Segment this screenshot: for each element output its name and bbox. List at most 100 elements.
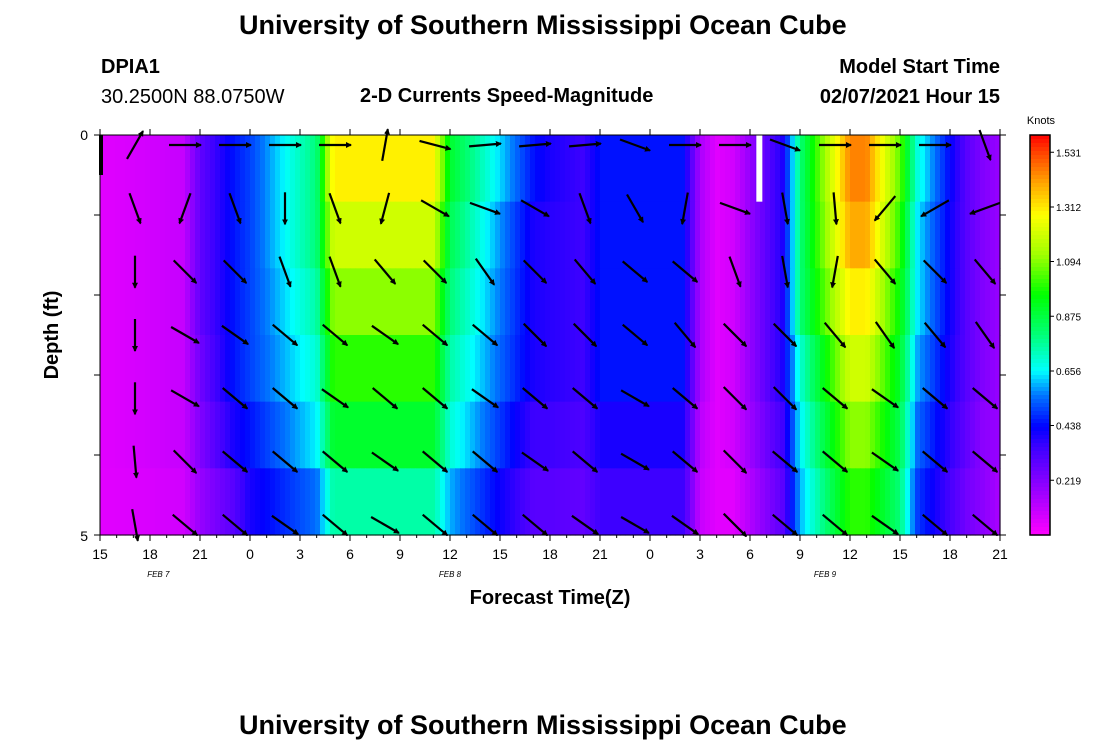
current-arrow xyxy=(379,192,391,225)
heat-cell xyxy=(180,401,186,469)
current-arrow xyxy=(471,450,499,473)
colorbar-swatch xyxy=(1030,495,1050,500)
heat-cell xyxy=(440,268,446,336)
heat-cell xyxy=(440,468,446,536)
heat-cell xyxy=(935,335,941,403)
heat-cell xyxy=(610,468,616,536)
heat-cell xyxy=(525,468,531,536)
heat-cell xyxy=(180,335,186,403)
heat-cell xyxy=(565,468,571,536)
colorbar-swatch xyxy=(1030,231,1050,236)
current-arrow xyxy=(620,452,650,471)
heat-cell xyxy=(205,201,211,269)
heat-cell xyxy=(205,401,211,469)
colorbar-swatch xyxy=(1030,387,1050,392)
current-arrow xyxy=(271,387,299,410)
heat-cell xyxy=(610,268,616,336)
heat-cell xyxy=(825,468,831,536)
heat-cell xyxy=(170,135,176,203)
heat-cell xyxy=(620,135,626,203)
heat-cell xyxy=(850,201,856,269)
heat-cell xyxy=(520,335,526,403)
heat-cell xyxy=(520,468,526,536)
heat-cell xyxy=(970,268,976,336)
heat-cell xyxy=(565,401,571,469)
heat-cell xyxy=(360,335,366,403)
heat-cell xyxy=(465,335,471,403)
colorbar-frame xyxy=(1029,134,1051,536)
current-arrow xyxy=(178,192,192,225)
current-arrow xyxy=(421,323,449,347)
current-arrow xyxy=(370,516,400,534)
heat-cell xyxy=(565,268,571,336)
current-arrow xyxy=(128,192,142,225)
colorbar-swatch xyxy=(1030,359,1050,364)
heat-cell xyxy=(150,201,156,269)
heat-cell xyxy=(195,201,201,269)
heat-cell xyxy=(385,401,391,469)
heat-cell xyxy=(465,201,471,269)
heat-cell xyxy=(720,401,726,469)
heat-cell xyxy=(770,135,776,203)
heat-cell xyxy=(515,468,521,536)
heat-cell xyxy=(905,401,911,469)
heat-cell xyxy=(660,201,666,269)
heat-cell xyxy=(460,268,466,336)
heat-cell xyxy=(675,135,681,203)
heat-cell xyxy=(380,401,386,469)
footer-title: University of Southern Mississippi Ocean… xyxy=(239,710,847,740)
current-arrow xyxy=(572,322,598,348)
heat-cell xyxy=(720,268,726,336)
current-arrow xyxy=(921,513,949,537)
heat-cell xyxy=(665,135,671,203)
heat-cell xyxy=(775,135,781,203)
heat-cell xyxy=(215,135,221,203)
heat-cell xyxy=(640,201,646,269)
heat-cell xyxy=(640,401,646,469)
heat-cell xyxy=(215,201,221,269)
heat-cell xyxy=(450,201,456,269)
heat-cell xyxy=(525,201,531,269)
heat-cell xyxy=(225,468,231,536)
heat-cell xyxy=(545,401,551,469)
colorbar-swatch xyxy=(1030,391,1050,396)
heat-cell xyxy=(640,135,646,203)
colorbar-swatch xyxy=(1030,279,1050,284)
heat-cell xyxy=(330,201,336,269)
heat-cell xyxy=(450,401,456,469)
heat-cell xyxy=(180,201,186,269)
colorbar-swatch xyxy=(1030,295,1050,300)
heat-cell xyxy=(420,401,426,469)
heat-cell xyxy=(410,135,416,203)
heat-cell xyxy=(110,401,116,469)
heat-cell xyxy=(480,401,486,469)
heat-cell xyxy=(360,268,366,336)
heat-cell xyxy=(965,468,971,536)
heat-cell xyxy=(130,135,136,203)
colorbar-swatch xyxy=(1030,223,1050,228)
heat-cell xyxy=(420,201,426,269)
heat-cell xyxy=(795,401,801,469)
heat-cell xyxy=(370,335,376,403)
heat-cell xyxy=(635,401,641,469)
x-tick-label: 9 xyxy=(796,546,804,562)
heat-cell xyxy=(795,268,801,336)
heat-cell xyxy=(800,335,806,403)
heat-cell xyxy=(355,201,361,269)
heat-cell xyxy=(745,468,751,536)
heat-cell xyxy=(940,335,946,403)
heat-cell xyxy=(515,201,521,269)
heat-cell xyxy=(185,268,191,336)
colorbar-swatch xyxy=(1030,243,1050,248)
current-arrow xyxy=(571,450,599,473)
heat-cell xyxy=(585,401,591,469)
heat-cell xyxy=(105,468,111,536)
heat-cell xyxy=(175,135,181,203)
heat-cell xyxy=(370,468,376,536)
heat-cell xyxy=(505,268,511,336)
colorbar-swatch xyxy=(1030,155,1050,160)
heat-cell xyxy=(820,201,826,269)
heat-cell xyxy=(830,201,836,269)
heat-cell xyxy=(410,268,416,336)
heat-cell xyxy=(710,335,716,403)
